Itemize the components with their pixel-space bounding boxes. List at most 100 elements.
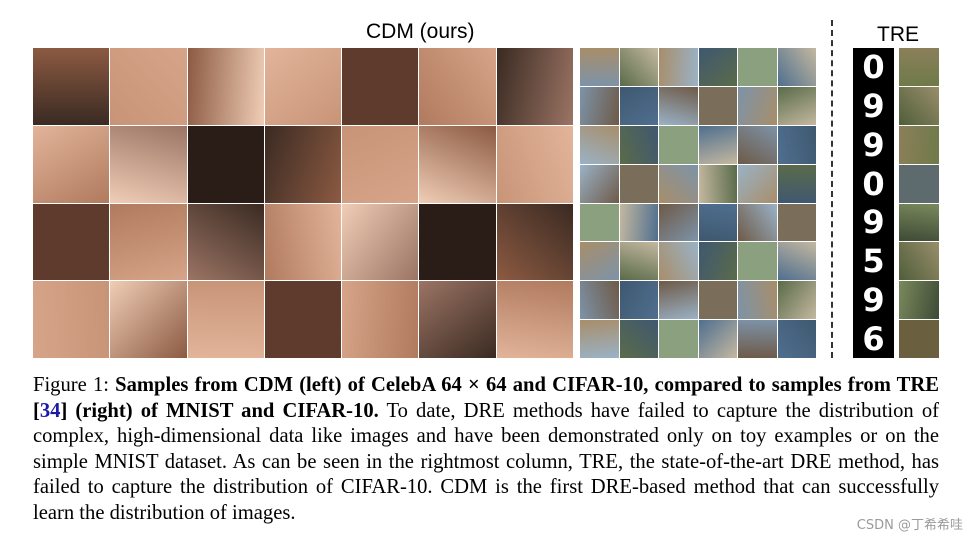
cifar-sample-image xyxy=(777,242,816,281)
celeba-sample-image xyxy=(496,48,573,125)
celeba-sample-image xyxy=(264,281,342,358)
cifar-sample-image xyxy=(580,48,619,86)
celeba-sample-image xyxy=(419,281,496,358)
celeba-sample-image xyxy=(342,125,419,203)
cifar-sample-image xyxy=(659,203,698,242)
mnist-digit: 6 xyxy=(862,319,885,358)
celeba-sample-image xyxy=(496,203,573,281)
cifar-sample-image xyxy=(777,48,816,86)
celeba-sample-image xyxy=(187,203,264,281)
cifar-sample-image xyxy=(738,86,777,125)
celeba-sample-image xyxy=(187,125,264,203)
cdm-heading: CDM (ours) xyxy=(366,20,475,43)
cifar-sample-image xyxy=(659,48,698,86)
cifar-sample-image xyxy=(738,48,777,86)
cifar-sample-image xyxy=(698,48,737,86)
cifar-sample-image xyxy=(619,203,658,242)
cifar-sample-image xyxy=(580,164,619,203)
watermark: CSDN @丁希希哇 xyxy=(856,518,963,533)
cifar-sample-image xyxy=(738,125,777,164)
celeba-sample-grid xyxy=(33,48,573,358)
celeba-sample-image xyxy=(419,203,496,281)
celeba-sample-image xyxy=(419,48,496,125)
mnist-digit: 9 xyxy=(862,203,885,242)
cifar-sample-image xyxy=(580,320,619,358)
celeba-sample-image xyxy=(33,203,110,281)
cifar-sample-image xyxy=(619,125,658,164)
celeba-sample-image xyxy=(496,281,573,358)
cifar-sample-image xyxy=(698,242,737,281)
cifar-sample-image xyxy=(738,203,777,242)
celeba-sample-image xyxy=(33,48,110,125)
tre-cifar-sample-image xyxy=(899,164,939,203)
cifar-sample-image xyxy=(619,48,658,86)
tre-cifar-sample-image xyxy=(899,203,939,242)
celeba-sample-image xyxy=(110,203,187,281)
mnist-digit: 0 xyxy=(862,48,885,87)
celeba-sample-image xyxy=(33,281,110,358)
cifar-sample-image xyxy=(659,281,698,320)
cifar-sample-image xyxy=(777,125,816,164)
tre-heading: TRE xyxy=(877,23,919,46)
cifar-sample-image xyxy=(698,86,737,125)
celeba-sample-image xyxy=(264,203,342,281)
caption-bold-part2: ] (right) of MNIST and CIFAR-10. xyxy=(60,399,379,422)
cifar-sample-image xyxy=(619,281,658,320)
dashed-divider xyxy=(831,20,833,358)
cifar-sample-image xyxy=(580,281,619,320)
cdm-cifar-sample-grid xyxy=(580,48,816,358)
mnist-digit: 5 xyxy=(862,242,885,281)
cifar-sample-image xyxy=(777,320,816,358)
cifar-sample-image xyxy=(777,281,816,320)
mnist-digit: 0 xyxy=(862,164,885,203)
cifar-sample-image xyxy=(659,242,698,281)
cifar-sample-image xyxy=(738,242,777,281)
tre-mnist-sample-column: 0 9 9 0 9 5 9 6 xyxy=(853,48,894,358)
mnist-digit: 9 xyxy=(862,125,885,164)
citation-link[interactable]: 34 xyxy=(39,399,61,422)
cifar-sample-image xyxy=(659,86,698,125)
cifar-sample-image xyxy=(777,203,816,242)
cifar-sample-image xyxy=(698,164,737,203)
celeba-sample-image xyxy=(110,48,187,125)
cifar-sample-image xyxy=(698,203,737,242)
cifar-sample-image xyxy=(698,320,737,358)
figure-caption: Figure 1: Samples from CDM (left) of Cel… xyxy=(33,373,939,526)
celeba-sample-image xyxy=(110,281,187,358)
caption-body: To date, DRE methods have failed to capt… xyxy=(33,399,939,524)
tre-cifar-sample-image xyxy=(899,242,939,281)
cifar-sample-image xyxy=(777,86,816,125)
tre-cifar-sample-image xyxy=(899,320,939,358)
cifar-sample-image xyxy=(777,164,816,203)
cifar-sample-image xyxy=(619,164,658,203)
celeba-sample-image xyxy=(496,125,573,203)
caption-bold-part1: Samples from CDM (left) of CelebA 64 × 6… xyxy=(33,374,939,422)
cifar-sample-image xyxy=(580,125,619,164)
tre-cifar-sample-image xyxy=(899,125,939,164)
tre-cifar-sample-image xyxy=(899,281,939,320)
cifar-sample-image xyxy=(738,164,777,203)
cifar-sample-image xyxy=(619,242,658,281)
cifar-sample-image xyxy=(659,125,698,164)
cifar-sample-image xyxy=(580,242,619,281)
celeba-sample-image xyxy=(342,281,419,358)
figure-label: Figure 1: xyxy=(33,374,109,396)
cifar-sample-image xyxy=(580,86,619,125)
cifar-sample-image xyxy=(698,125,737,164)
celeba-sample-image xyxy=(187,48,264,125)
mnist-digit: 9 xyxy=(862,87,885,126)
tre-cifar-sample-column xyxy=(899,48,939,358)
celeba-sample-image xyxy=(264,125,342,203)
celeba-sample-image xyxy=(110,125,187,203)
cifar-sample-image xyxy=(619,320,658,358)
mnist-digit: 9 xyxy=(862,280,885,319)
cifar-sample-image xyxy=(738,320,777,358)
celeba-sample-image xyxy=(342,48,419,125)
celeba-sample-image xyxy=(419,125,496,203)
celeba-sample-image xyxy=(187,281,264,358)
celeba-sample-image xyxy=(264,48,342,125)
tre-cifar-sample-image xyxy=(899,48,939,86)
cifar-sample-image xyxy=(659,320,698,358)
cifar-sample-image xyxy=(580,203,619,242)
cifar-sample-image xyxy=(698,281,737,320)
